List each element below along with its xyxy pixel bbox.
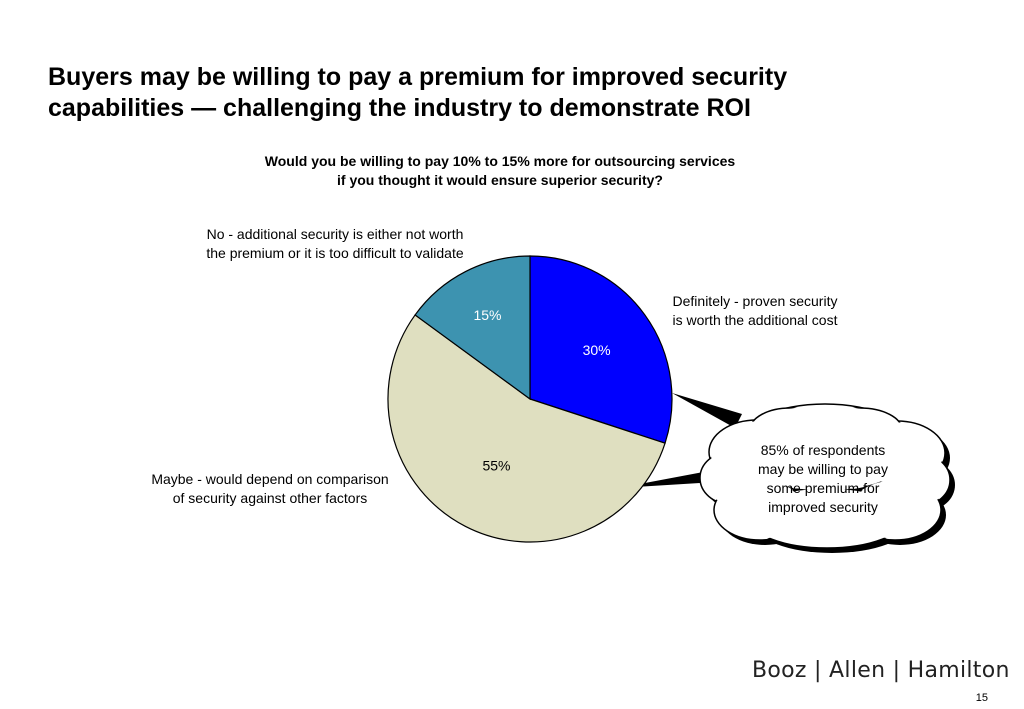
- callout-cloud: [618, 393, 955, 553]
- slice-label-line: Maybe - would depend on comparison: [151, 471, 389, 487]
- callout-text: 85% of respondents may be willing to pay…: [733, 441, 913, 517]
- slide-title-line: Buyers may be willing to pay a premium f…: [48, 63, 788, 91]
- callout-line: improved security: [768, 499, 878, 515]
- pie-value-label: 30%: [583, 342, 611, 358]
- callout-cloud-fill: [751, 409, 829, 451]
- slice-label-no: No - additional security is either not w…: [170, 225, 500, 263]
- chart-question-line: Would you be willing to pay 10% to 15% m…: [264, 153, 736, 169]
- callout-line: some premium for: [766, 480, 880, 496]
- slice-label-line: of security against other factors: [172, 490, 368, 506]
- pie-value-label: 55%: [482, 457, 510, 473]
- callout-cloud-fill: [750, 489, 904, 547]
- pie-slice: [387, 314, 666, 543]
- chart-question: Would you be willing to pay 10% to 15% m…: [180, 152, 820, 190]
- pie-slices: [387, 255, 673, 543]
- pie-value-label: 15%: [473, 307, 501, 323]
- pie-slice: [414, 255, 531, 401]
- slice-label-line: the premium or it is too difficult to va…: [206, 245, 464, 261]
- slide-title-line: capabilities — challenging the industry …: [48, 94, 751, 122]
- pie-slice: [529, 255, 673, 444]
- slide-title: Buyers may be willing to pay a premium f…: [48, 62, 988, 124]
- callout-line: may be willing to pay: [758, 461, 888, 477]
- callout-cloud-fill: [819, 409, 901, 451]
- callout-line: 85% of respondents: [760, 442, 886, 458]
- chart-question-line: if you thought it would ensure superior …: [337, 172, 663, 188]
- page-number: 15: [975, 692, 988, 704]
- company-logo: Booz | Allen | Hamilton: [752, 658, 1010, 683]
- slice-label-line: Definitely - proven security: [672, 293, 838, 309]
- slice-label-line: No - additional security is either not w…: [206, 226, 464, 242]
- slice-label-maybe: Maybe - would depend on comparison of se…: [120, 470, 420, 508]
- slice-label-definitely: Definitely - proven security is worth th…: [640, 292, 870, 330]
- pie-value-labels: 30% 55% 15%: [473, 307, 610, 473]
- slice-label-line: is worth the additional cost: [672, 312, 838, 328]
- callout-pointer-upper: [672, 393, 742, 428]
